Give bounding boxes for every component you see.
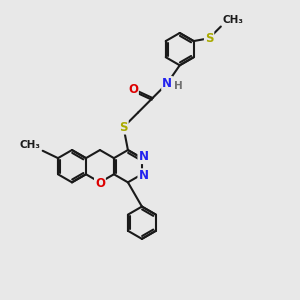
Text: S: S [119, 121, 128, 134]
Text: N: N [162, 77, 172, 90]
Text: O: O [128, 82, 138, 95]
Text: N: N [138, 169, 148, 182]
Text: O: O [95, 177, 105, 190]
Text: H: H [174, 81, 182, 91]
Text: N: N [138, 150, 148, 163]
Text: CH₃: CH₃ [222, 15, 243, 25]
Text: S: S [205, 32, 213, 45]
Text: CH₃: CH₃ [20, 140, 41, 150]
